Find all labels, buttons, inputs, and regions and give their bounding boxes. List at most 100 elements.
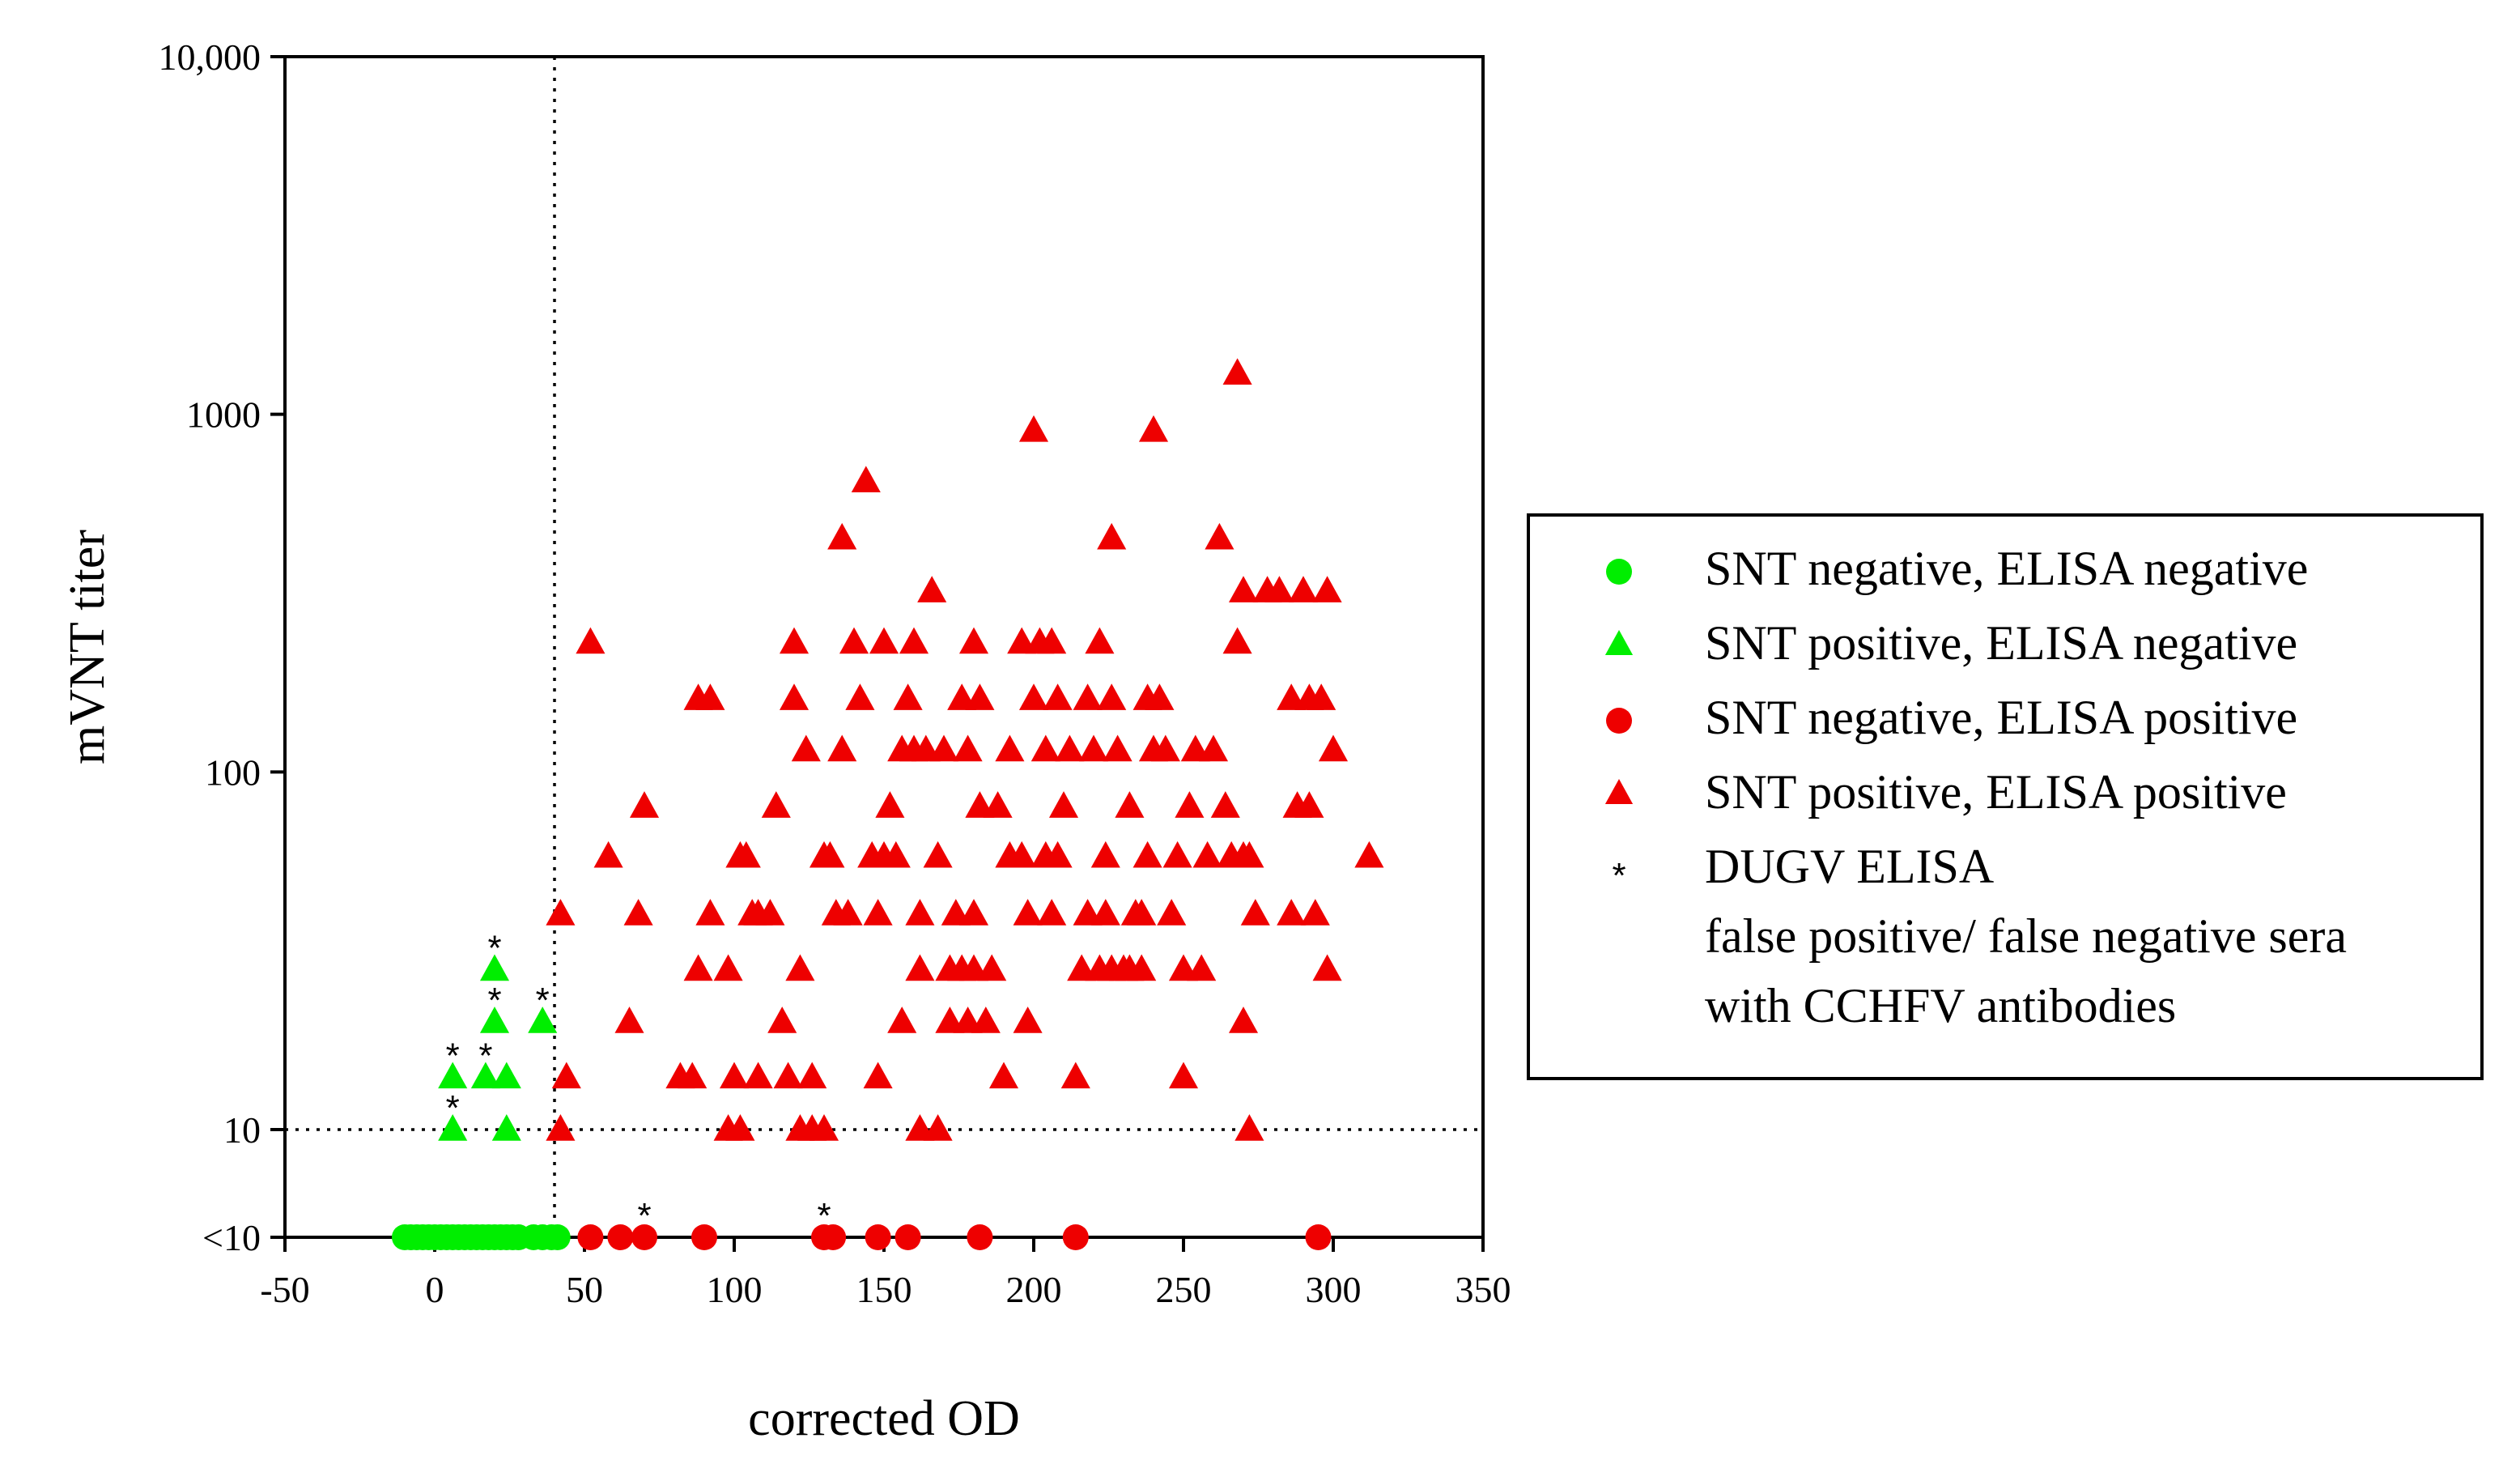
data-point — [1127, 899, 1157, 926]
data-point — [1294, 791, 1324, 818]
x-tick-label: -50 — [260, 1269, 309, 1310]
data-point — [1043, 683, 1073, 710]
data-point — [1277, 899, 1307, 926]
legend-marker — [1604, 779, 1634, 804]
legend-label: DUGV ELISA — [1705, 840, 1994, 893]
data-point — [773, 1062, 803, 1089]
data-point — [438, 1062, 468, 1089]
data-point — [1037, 899, 1067, 926]
data-point — [713, 954, 743, 981]
data-point — [983, 791, 1013, 818]
data-point — [1007, 841, 1037, 868]
data-point — [470, 1062, 500, 1089]
data-point — [820, 1224, 847, 1250]
data-point — [953, 734, 983, 762]
data-point — [905, 899, 935, 926]
data-point — [1228, 1006, 1259, 1033]
data-point — [967, 1224, 993, 1250]
data-point — [1103, 734, 1133, 762]
data-point — [691, 1224, 717, 1250]
data-point — [965, 683, 995, 710]
data-point — [958, 899, 989, 926]
legend-label: false positive/ false negative sera — [1705, 909, 2347, 963]
data-point — [893, 683, 923, 710]
asterisk-mark: * — [487, 929, 501, 968]
legend-label: SNT positive, ELISA positive — [1705, 765, 2287, 819]
data-point — [845, 683, 875, 710]
data-point — [988, 1062, 1019, 1089]
data-point — [1013, 899, 1043, 926]
data-point — [1018, 683, 1049, 710]
asterisk-mark: * — [637, 1196, 651, 1236]
data-point — [1222, 627, 1252, 654]
data-point — [695, 683, 725, 710]
data-point — [1162, 841, 1192, 868]
data-point — [1133, 841, 1162, 868]
data-point — [479, 1006, 510, 1033]
data-point — [767, 1006, 797, 1033]
data-point — [1205, 522, 1235, 550]
data-point — [479, 954, 510, 981]
x-axis: -50 0 50 100 150 200 250 300 350 — [260, 1237, 1511, 1310]
data-point — [1305, 1224, 1332, 1250]
data-point — [629, 791, 660, 818]
data-point — [1078, 734, 1109, 762]
y-tick-label: 10 — [223, 1109, 261, 1151]
x-tick-label: 50 — [566, 1269, 603, 1310]
data-point — [1090, 841, 1120, 868]
x-tick-label: 300 — [1306, 1269, 1362, 1310]
data-point — [1318, 734, 1349, 762]
data-point — [1043, 841, 1073, 868]
x-tick-label: 350 — [1455, 1269, 1511, 1310]
y-tick-label: 100 — [205, 751, 261, 793]
data-point — [995, 734, 1025, 762]
data-point — [1157, 899, 1187, 926]
data-point — [977, 954, 1007, 981]
asterisk-mark: * — [536, 981, 550, 1020]
asterisk-mark: * — [817, 1196, 831, 1236]
data-point — [1210, 791, 1240, 818]
data-point — [785, 954, 815, 981]
data-point — [923, 1114, 953, 1141]
asterisk-markers: * * * * * * * * — [446, 929, 831, 1236]
data-point — [528, 1006, 558, 1033]
data-points — [392, 358, 1384, 1250]
data-point — [887, 1006, 917, 1033]
data-point — [1090, 899, 1120, 926]
data-point — [491, 1114, 521, 1141]
legend-box — [1527, 513, 2484, 1080]
data-point — [851, 466, 881, 492]
data-point — [923, 841, 953, 868]
legend-label: with CCHFV antibodies — [1705, 979, 2176, 1032]
data-point — [1048, 791, 1079, 818]
data-point — [797, 1062, 827, 1089]
data-point — [607, 1224, 634, 1250]
data-point — [1168, 1062, 1199, 1089]
data-point — [546, 1114, 576, 1141]
y-tick-label: <10 — [202, 1217, 261, 1258]
x-axis-label: corrected OD — [748, 1391, 1020, 1446]
data-point — [1264, 576, 1294, 602]
data-point — [1192, 841, 1222, 868]
legend-star-icon: * — [1612, 856, 1625, 896]
data-point — [1175, 791, 1205, 818]
data-point — [731, 841, 761, 868]
data-point — [863, 1062, 893, 1089]
data-point — [827, 734, 857, 762]
data-point — [1127, 954, 1157, 981]
data-point — [1013, 1006, 1043, 1033]
data-point — [839, 627, 869, 654]
data-point — [1288, 576, 1319, 602]
data-point — [1031, 734, 1060, 762]
data-point — [863, 899, 893, 926]
data-point — [755, 899, 785, 926]
data-point — [958, 627, 989, 654]
data-point — [725, 1114, 755, 1141]
data-point — [1062, 1224, 1089, 1250]
data-point — [1150, 734, 1180, 762]
data-point — [875, 791, 905, 818]
legend-marker — [1606, 708, 1632, 734]
data-point — [1222, 358, 1252, 385]
data-point — [815, 841, 845, 868]
asterisk-mark: * — [446, 1036, 460, 1075]
